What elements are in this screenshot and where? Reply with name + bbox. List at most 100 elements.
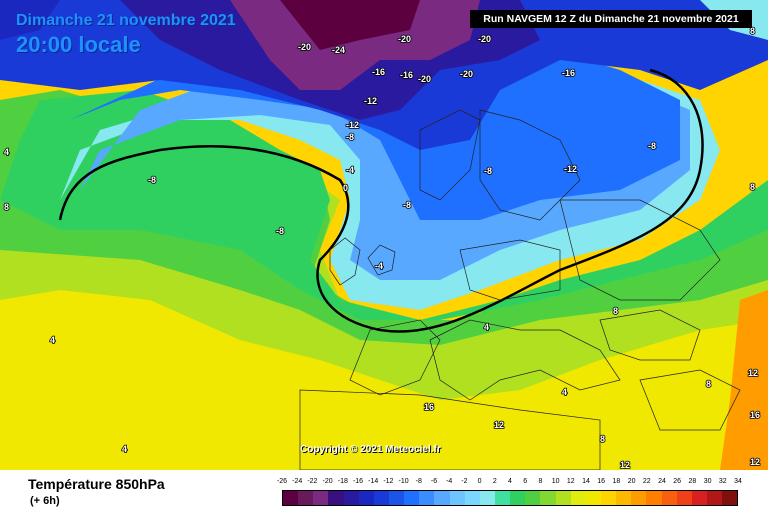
legend-tick-label: -22 <box>307 478 318 485</box>
legend-swatch <box>691 491 707 505</box>
legend-swatch <box>661 491 677 505</box>
legend-swatch <box>525 491 541 505</box>
isotherm-label: 16 <box>750 410 760 420</box>
legend-swatch <box>373 491 389 505</box>
isotherm-label: 8 <box>4 202 9 212</box>
legend-tick-label: -4 <box>446 478 453 485</box>
legend-tick-label: 30 <box>703 478 712 485</box>
legend-tick-label: 14 <box>582 478 590 485</box>
legend-tick-label: 22 <box>642 478 651 485</box>
forecast-date: Dimanche 21 novembre 2021 <box>16 12 236 29</box>
model-run-info: Run NAVGEM 12 Z du Dimanche 21 novembre … <box>470 10 752 28</box>
legend-tick-label: 2 <box>492 478 497 485</box>
isotherm-label: -12 <box>564 164 577 174</box>
legend-tick-label: -6 <box>430 478 438 485</box>
legend-swatch <box>585 491 601 505</box>
legend-tick-label: 8 <box>538 478 543 485</box>
isotherm-label: 8 <box>750 182 755 192</box>
legend-tick-label: -24 <box>292 478 303 485</box>
legend-swatch <box>494 491 511 505</box>
legend-tick-label: 18 <box>612 478 621 485</box>
lead-time-label: (+ 6h) <box>30 495 60 507</box>
isotherm-label: 4 <box>122 444 127 454</box>
isotherm-label: 8 <box>750 26 755 36</box>
legend-tick-label: 4 <box>508 478 512 485</box>
isotherm-label: -24 <box>332 45 345 55</box>
legend-ticks: -26 -24 -22 -20 -18 -16 -14 -12 -10 -8 -6 -4 -2 0 2 4 6 8… <box>277 478 742 490</box>
legend-swatch <box>434 491 450 505</box>
isotherm-label: -20 <box>418 74 431 84</box>
legend-swatch <box>404 491 420 505</box>
legend-tick-label: -14 <box>368 478 379 485</box>
legend-swatch <box>616 491 632 505</box>
legend-swatch <box>479 491 495 505</box>
legend-swatch <box>600 491 617 505</box>
isotherm-label: 4 <box>562 387 567 397</box>
legend-tick-label: 0 <box>477 478 482 485</box>
isotherm-label: -12 <box>364 96 377 106</box>
temperature-map: -20 -24 -20 -20 -16 -16 -20 -20 -16 -12 … <box>0 0 768 470</box>
legend-tick-label: 6 <box>523 478 528 485</box>
isotherm-label: -8 <box>346 132 354 142</box>
legend-tick-label: -18 <box>337 478 348 485</box>
legend-tick-label: 12 <box>566 478 575 485</box>
isotherm-label: 4 <box>50 335 55 345</box>
isotherm-label: 4 <box>484 322 489 332</box>
legend-tick-label: 16 <box>597 478 606 485</box>
legend-swatch <box>388 491 405 505</box>
legend-tick-label: 10 <box>551 478 560 485</box>
legend-tick-label: 32 <box>718 478 727 485</box>
isotherm-label: -20 <box>460 69 473 79</box>
legend-swatch <box>570 491 586 505</box>
forecast-time: 20:00 locale <box>16 32 141 57</box>
legend-color-bar <box>282 490 738 506</box>
copyright-notice: Copyright © 2021 Meteociel.fr <box>300 444 441 455</box>
legend-swatch <box>464 491 480 505</box>
isotherm-label: -8 <box>148 175 156 185</box>
legend-swatch <box>540 491 556 505</box>
legend-tick-label: -16 <box>352 478 364 485</box>
legend-tick-label: -20 <box>322 478 333 485</box>
isotherm-label: -8 <box>484 166 492 176</box>
isotherm-label: -8 <box>648 141 656 151</box>
legend-swatch <box>358 491 374 505</box>
legend-tick-label: 26 <box>673 478 682 485</box>
legend-tick-label: -12 <box>383 478 394 485</box>
isotherm-label: 0 <box>343 183 348 193</box>
isotherm-label: 8 <box>706 379 711 389</box>
legend-tick-label: 28 <box>688 478 697 485</box>
parameter-label: Température 850hPa <box>28 476 165 492</box>
isotherm-label: 4 <box>4 147 9 157</box>
legend-tick-label: -2 <box>461 478 468 485</box>
isotherm-label: -20 <box>398 34 411 44</box>
isotherm-label: -4 <box>375 261 383 271</box>
legend-tick-label: -26 <box>276 478 288 485</box>
isotherm-label: 12 <box>750 457 760 467</box>
legend-swatch <box>676 491 692 505</box>
legend-swatch <box>328 491 344 505</box>
isotherm-label: -20 <box>478 34 491 44</box>
isotherm-label: -16 <box>372 67 385 77</box>
legend-swatch <box>646 491 662 505</box>
legend-swatch <box>449 491 465 505</box>
legend-swatch <box>343 491 359 505</box>
isotherm-label: -4 <box>346 165 354 175</box>
isotherm-label: 8 <box>600 434 605 444</box>
legend-swatch <box>510 491 526 505</box>
legend-tick-label: 20 <box>627 478 636 485</box>
color-legend: -26 -24 -22 -20 -18 -16 -14 -12 -10 -8 -6 -4 -2 0 2 4 6 8… <box>277 478 742 506</box>
legend-swatch <box>722 491 738 505</box>
isotherm-label: 12 <box>494 420 504 430</box>
legend-tick-label: 24 <box>658 478 666 485</box>
isotherm-label: 12 <box>748 368 758 378</box>
footer-bar: Température 850hPa (+ 6h) -26 -24 -22 -20 -1… <box>0 470 768 512</box>
legend-tick-label: -10 <box>398 478 409 485</box>
isotherm-label: -8 <box>403 200 411 210</box>
legend-swatch <box>419 491 435 505</box>
legend-swatch <box>298 491 314 505</box>
legend-tick-label: -8 <box>415 478 422 485</box>
legend-swatch <box>706 491 723 505</box>
isotherm-label: 8 <box>613 306 618 316</box>
isotherm-label: 16 <box>424 402 434 412</box>
legend-swatch <box>555 491 571 505</box>
